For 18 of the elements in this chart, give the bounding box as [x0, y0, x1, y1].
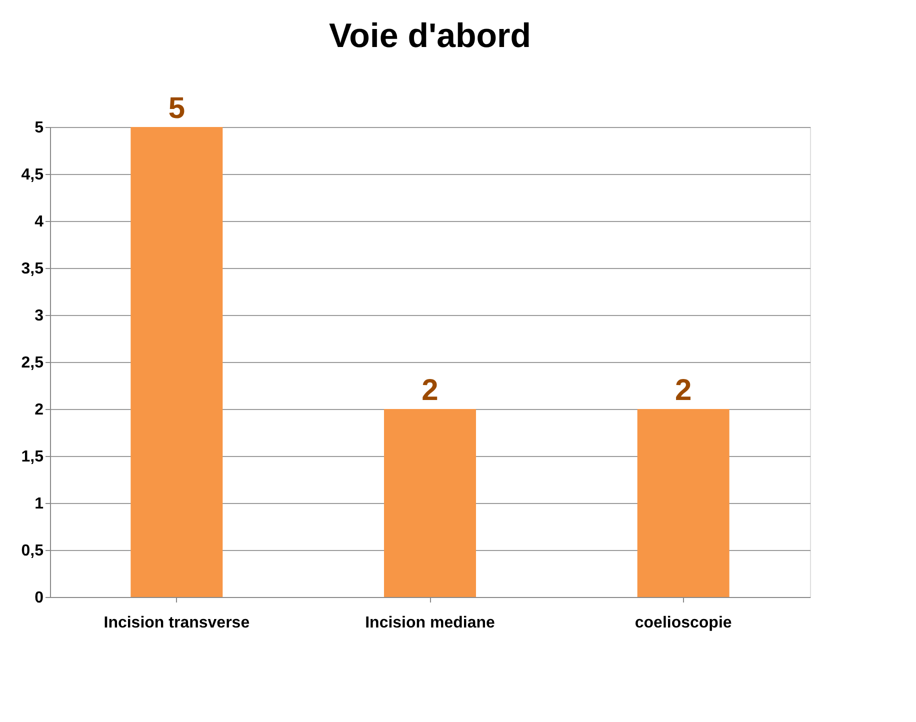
y-tick-label: 5 — [34, 120, 44, 136]
data-label: 2 — [422, 374, 438, 407]
x-tick-label: coelioscopie — [634, 614, 732, 632]
x-tick-label: Incision mediane — [365, 614, 496, 632]
data-label: 5 — [168, 92, 186, 125]
y-tick-label: 0 — [34, 590, 44, 606]
chart-title: Voie d'abord — [328, 17, 532, 55]
data-label: 2 — [674, 374, 692, 407]
y-tick-label: 4,5 — [21, 166, 44, 184]
y-tick-label: 1 — [34, 496, 44, 512]
y-tick-label: 3,5 — [21, 260, 44, 278]
x-tick-label: Incision transverse — [104, 614, 250, 632]
y-tick-label: 2,5 — [21, 354, 44, 372]
y-tick-label: 1,5 — [21, 448, 44, 466]
y-tick-label: 0,5 — [21, 542, 44, 560]
y-tick-label: 3 — [34, 308, 44, 324]
y-tick-label: 4 — [34, 214, 44, 230]
y-tick-label: 2 — [34, 402, 44, 418]
